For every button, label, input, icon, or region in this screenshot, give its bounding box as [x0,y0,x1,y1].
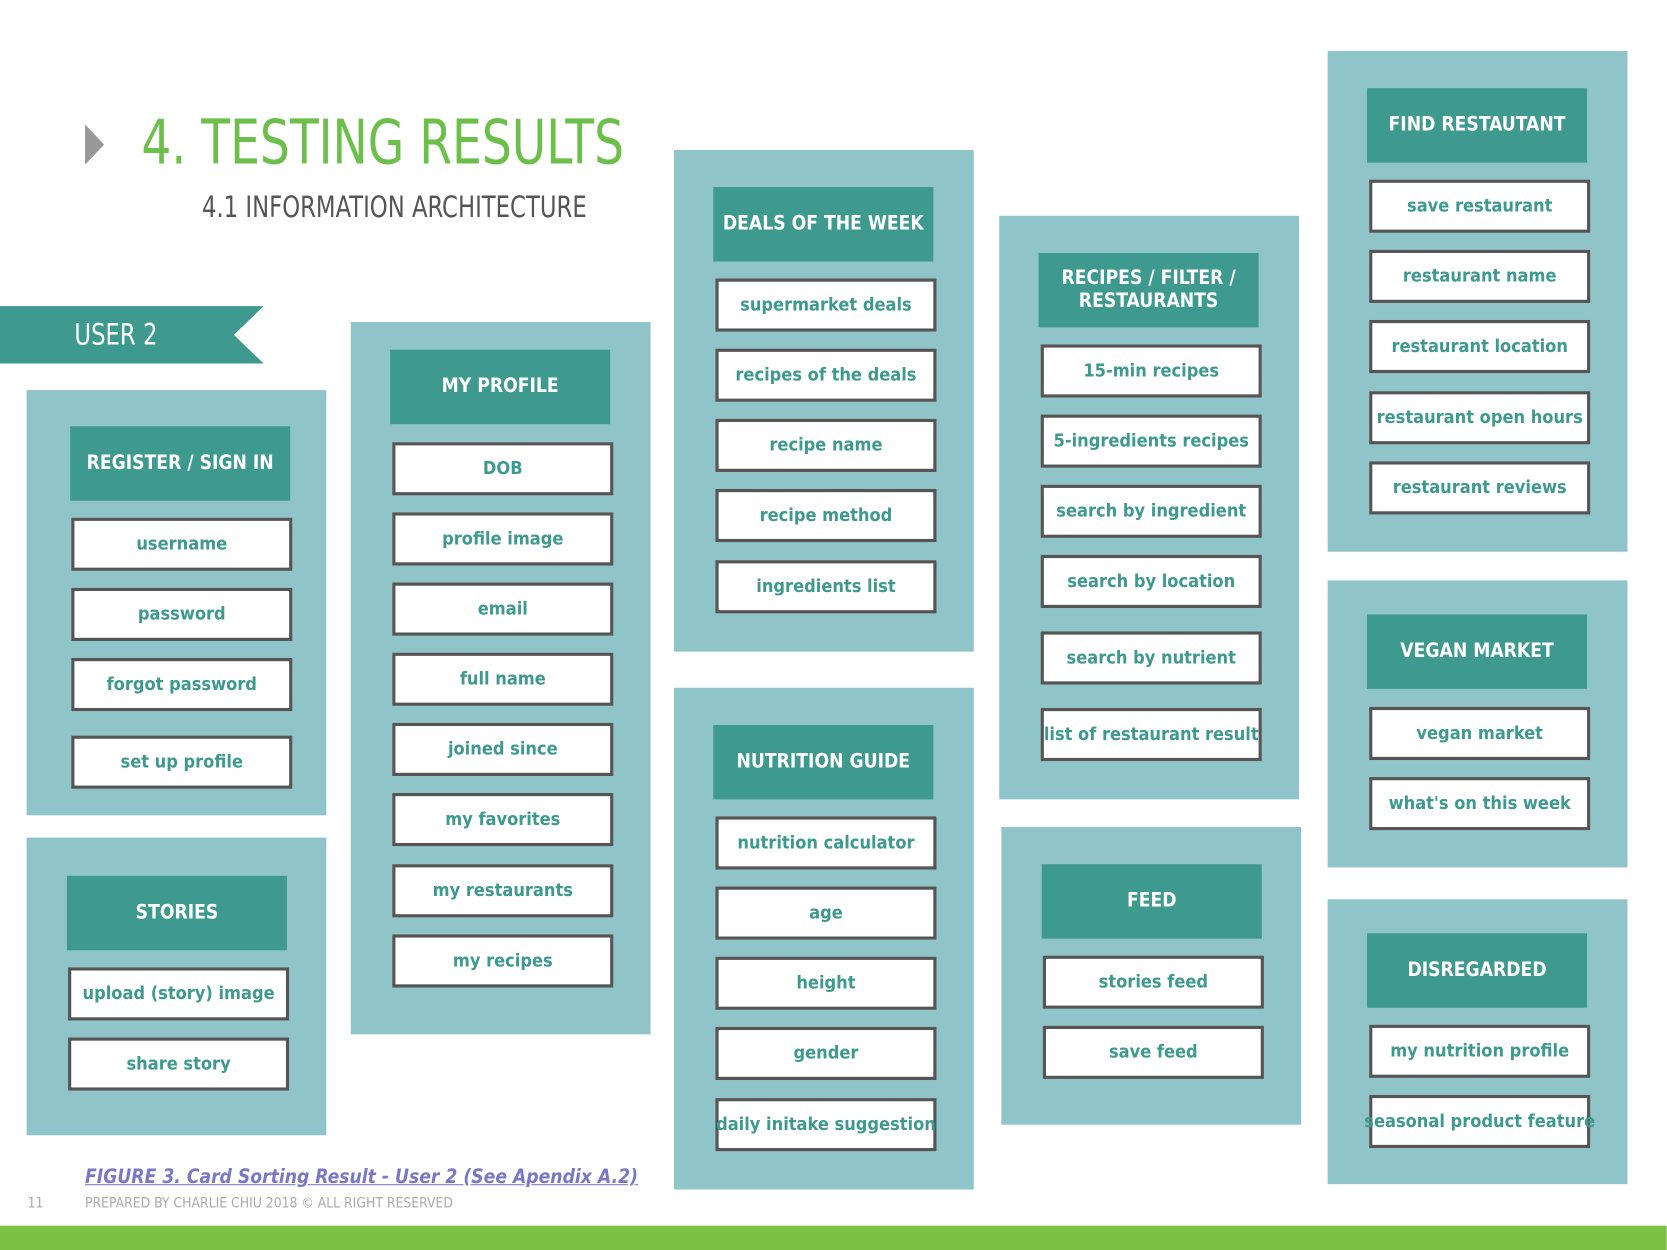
card: gender [715,1026,937,1081]
card: my recipes [392,934,614,988]
card: nutrition calculator [715,816,937,870]
group-title: NUTRITION GUIDE [713,724,934,800]
group-title: RECIPES / FILTER / RESTAURANTS [1038,252,1259,328]
group-title: FIND RESTAUTANT [1367,88,1588,163]
card: stories feed [1042,955,1264,1009]
card: upload (story) image [68,967,290,1021]
title: 4. TESTING RESULTS [141,106,625,179]
card: restaurant reviews [1369,461,1591,515]
card: my favorites [392,792,614,847]
group-title: DEALS OF THE WEEK [713,187,934,262]
card: save feed [1042,1025,1264,1079]
card: recipes of the deals [715,348,937,402]
card: save restaurant [1369,179,1591,233]
card: daily initake suggestion [715,1098,937,1152]
card: search by nutrient [1040,631,1262,685]
card: joined since [392,722,614,776]
user-tag: USER 2 [74,316,158,352]
user-tag-bg [0,306,264,364]
card: ingredients list [715,560,937,614]
group-title: DISREGARDED [1367,933,1588,1008]
group-title: VEGAN MARKET [1367,614,1588,689]
card: forgot password [71,657,293,712]
card: 5-ingredients recipes [1040,414,1262,468]
bottom-bar [0,1225,1667,1250]
card: full name [392,652,614,706]
group-title: FEED [1041,864,1262,939]
card: restaurant name [1369,249,1591,303]
card: vegan market [1369,706,1591,761]
card: DOB [392,442,614,496]
page-number: 11 [27,1195,44,1212]
subtitle: 4.1 INFORMATION ARCHITECTURE [201,189,587,225]
card: list of restaurant result [1040,707,1262,762]
card: supermarket deals [715,278,937,332]
card: search by location [1040,554,1262,609]
card: what's on this week [1369,777,1591,831]
arrow-icon [85,124,105,165]
card: search by ingredient [1040,484,1262,538]
group-title: REGISTER / SIGN IN [70,426,291,501]
card: set up profile [71,735,293,789]
card: age [715,886,937,940]
group-title: MY PROFILE [390,349,611,425]
card: restaurant location [1369,319,1591,374]
card: recipe name [715,418,937,472]
group-title: STORIES [66,875,288,951]
card: profile image [392,512,614,566]
card: height [715,956,937,1010]
card: recipe method [715,488,937,543]
card: 15-min recipes [1040,344,1262,398]
card: share story [68,1037,290,1091]
card: seasonal product feature [1364,1094,1595,1149]
card: password [71,587,293,641]
card: restaurant open hours [1369,391,1591,445]
card: email [392,582,614,636]
card: my restaurants [392,864,614,918]
card: username [71,517,293,571]
figure-caption[interactable]: FIGURE 3. Card Sorting Result - User 2 (… [85,1166,638,1189]
card: my nutrition profile [1369,1024,1591,1078]
credit: PREPARED BY CHARLIE CHIU 2018 © ALL RIGH… [85,1195,453,1212]
